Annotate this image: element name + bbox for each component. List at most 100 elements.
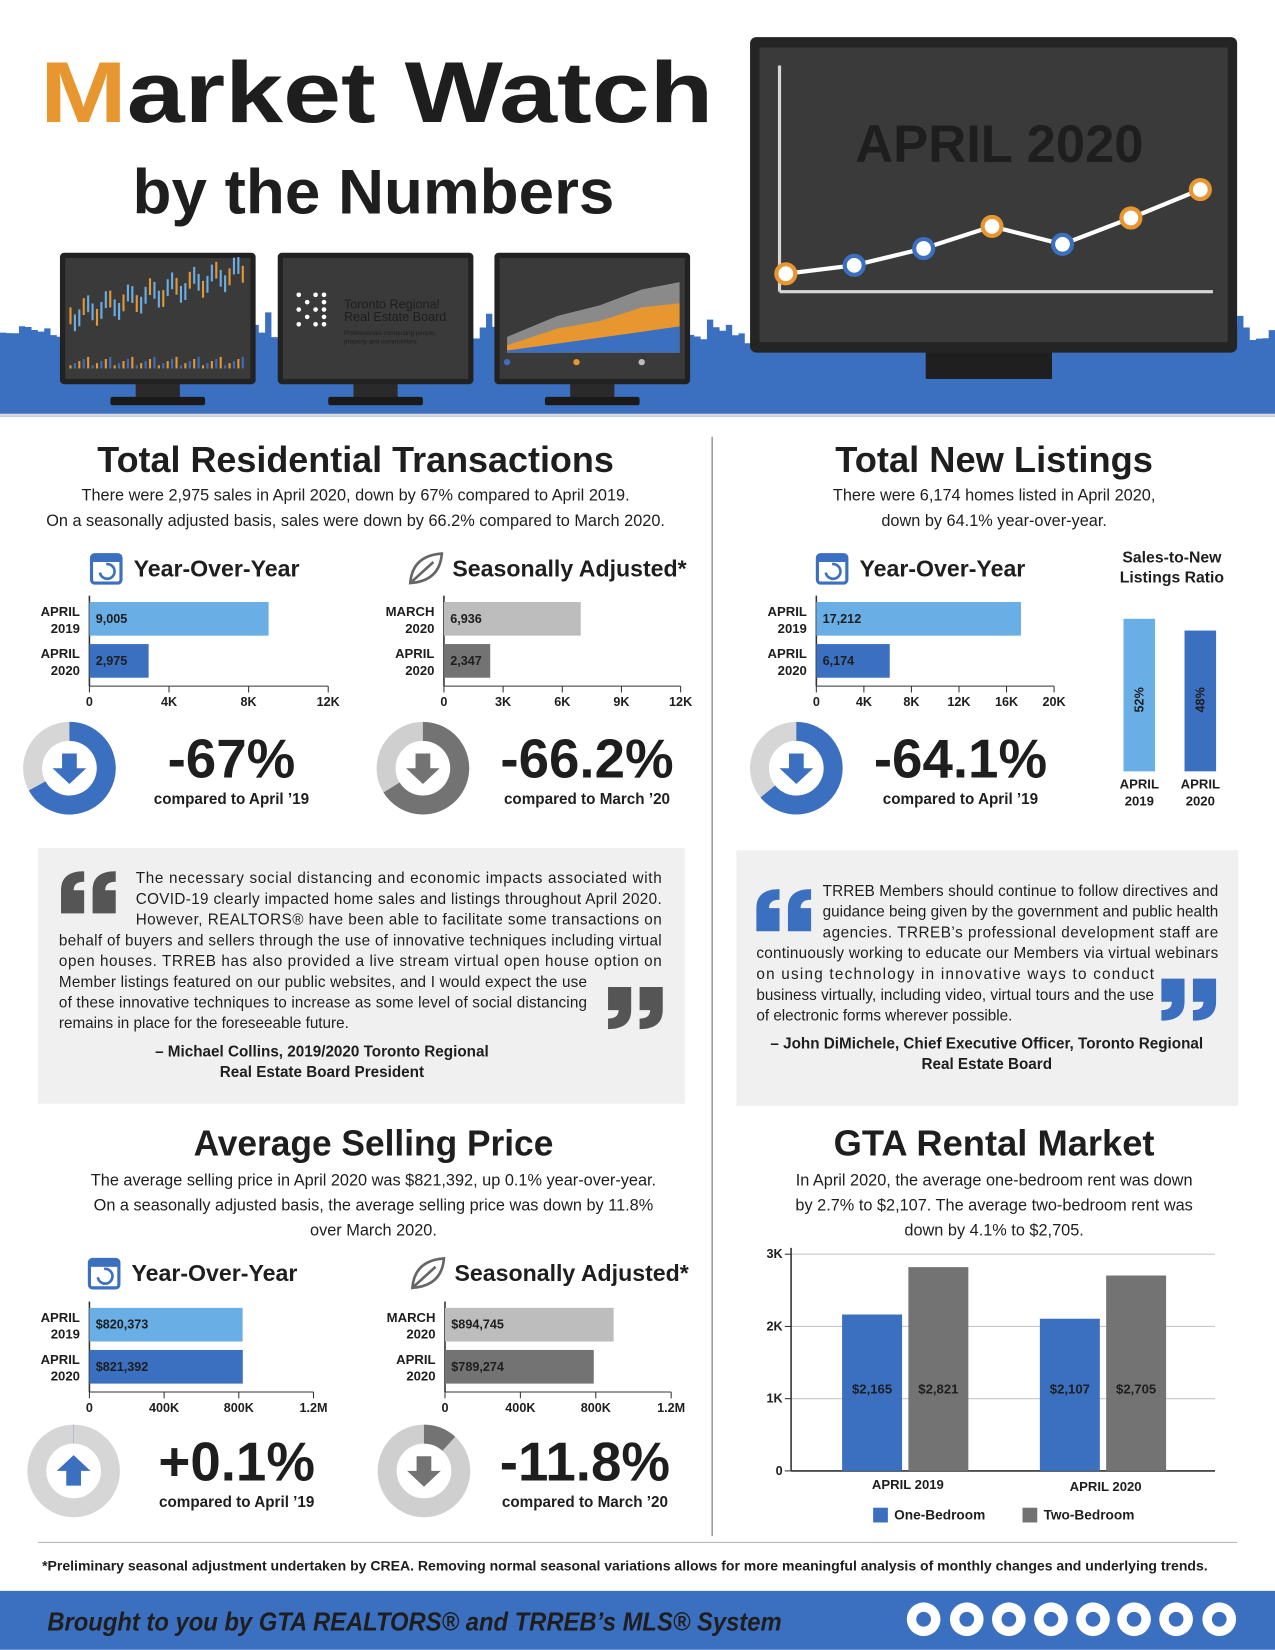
leaf-icon — [410, 1256, 446, 1290]
chart-title: Seasonally Adjusted* — [454, 1260, 688, 1286]
logo-dot — [304, 314, 310, 320]
logo-tagline: Professionals connecting people, — [344, 330, 437, 337]
quote-line: guidance being given by the government a… — [823, 904, 1219, 921]
banner-text: Brought to you by GTA REALTORS® and TRRE… — [47, 1606, 781, 1636]
direction-arrow — [52, 753, 87, 784]
category-label: APRIL 2019 — [872, 1477, 944, 1492]
value-label: 52% — [1132, 687, 1146, 712]
x-tick-label: 0 — [440, 695, 447, 709]
quote-attribution: Real Estate Board — [921, 1056, 1052, 1073]
quote-line: TRREB Members should continue to follow … — [823, 883, 1219, 900]
x-tick-label: 8K — [241, 695, 257, 709]
title-initial: M — [40, 45, 127, 141]
quote-attribution: Real Estate Board President — [220, 1064, 424, 1081]
category-label: 2020 — [778, 663, 807, 678]
quote-glyph — [639, 987, 663, 1030]
x-tick-label: 12K — [669, 695, 692, 709]
screen-point — [980, 214, 1004, 238]
quote-line: of these innovative techniques to increa… — [59, 994, 587, 1011]
section-description: On a seasonally adjusted basis, sales we… — [46, 512, 665, 530]
monitor-screen — [759, 47, 1228, 343]
x-tick-label: 0 — [813, 695, 820, 709]
bar — [444, 1349, 594, 1384]
section-description: down by 64.1% year-over-year. — [881, 512, 1107, 530]
logo-dot — [296, 321, 302, 327]
change-value: -67% — [168, 728, 296, 790]
logo-dot — [321, 292, 327, 298]
logo-name: Real Estate Board — [344, 310, 446, 324]
x-tick-label: 8K — [903, 695, 919, 709]
category-label: APRIL — [395, 646, 434, 661]
category-label: MARCH — [387, 1310, 436, 1325]
quote-glyph — [608, 987, 632, 1030]
legend-swatch — [873, 1507, 888, 1523]
social-icon-glyph — [916, 1611, 932, 1627]
direction-arrow — [407, 1456, 441, 1487]
quote-mark — [756, 889, 812, 932]
value-label: $2,821 — [918, 1381, 958, 1396]
category-label: APRIL 2020 — [1070, 1479, 1142, 1494]
quote-line: continuously working to educate our Memb… — [756, 945, 1218, 962]
monitor-screen — [282, 257, 469, 379]
change-caption: compared to April ’19 — [154, 791, 309, 808]
social-icon-glyph — [1126, 1611, 1142, 1627]
logo-dot — [321, 314, 327, 320]
x-tick-label: 800K — [224, 1401, 254, 1415]
legend-dot — [503, 358, 511, 366]
logo-dot — [321, 321, 327, 327]
category-label: APRIL — [767, 604, 806, 619]
x-tick-label: 0 — [441, 1401, 448, 1415]
category-label: APRIL — [41, 646, 80, 661]
x-tick-label: 3K — [495, 695, 511, 709]
change-caption: compared to April ’19 — [159, 1494, 314, 1511]
bar — [816, 601, 1021, 636]
x-tick-label: 20K — [1043, 695, 1066, 709]
bar — [443, 644, 491, 678]
chart-title: Seasonally Adjusted* — [452, 555, 686, 581]
quote-attribution: – Michael Collins, 2019/2020 Toronto Reg… — [155, 1044, 489, 1061]
logo-tagline: property and communities. — [344, 339, 418, 346]
calendar-icon — [817, 554, 847, 563]
x-tick-label: 4K — [161, 695, 177, 709]
screen-point — [842, 253, 866, 277]
x-tick-label: 0 — [86, 695, 93, 709]
logo-dot — [313, 292, 318, 298]
chart-title: Sales-to-New — [1122, 549, 1222, 566]
y-tick-label: 1K — [767, 1392, 783, 1406]
bar — [89, 1349, 243, 1384]
section-description: In April 2020, the average one-bedroom r… — [796, 1172, 1193, 1190]
category-label: 2019 — [51, 1327, 80, 1342]
bar — [443, 601, 581, 636]
area — [507, 326, 680, 353]
value-label: $821,392 — [96, 1360, 149, 1374]
quote-line: on using technology in innovative ways t… — [756, 966, 1154, 983]
date: APRIL 2020 — [855, 115, 1143, 174]
donut-arc — [423, 1424, 456, 1452]
quote-line: Member listings featured on our public w… — [59, 974, 587, 991]
social-icon-glyph — [1211, 1611, 1227, 1627]
chart-title: Listings Ratio — [1120, 569, 1225, 586]
value-label: $2,165 — [852, 1381, 892, 1396]
y-tick-label: 3K — [767, 1247, 783, 1261]
category-label: APRIL — [41, 604, 80, 619]
category-label: APRIL — [767, 646, 806, 661]
quote-glyph — [1192, 978, 1217, 1021]
leaf-icon — [408, 552, 444, 585]
quote-glyph — [787, 889, 812, 932]
calendar-icon — [91, 554, 121, 563]
bar — [444, 1307, 614, 1342]
logo-dot — [321, 299, 327, 305]
change-value: +0.1% — [158, 1430, 315, 1492]
bar — [1039, 1318, 1100, 1471]
x-tick-label: 16K — [995, 695, 1018, 709]
logo-dot — [313, 321, 318, 327]
quote-line: open houses. TRREB has also provided a l… — [59, 953, 662, 970]
x-tick-label: 12K — [947, 695, 970, 709]
subtitle: by the Numbers — [133, 158, 615, 228]
quote-line: COVID-19 clearly impacted home sales and… — [136, 891, 662, 908]
value-label: $2,705 — [1116, 1381, 1156, 1396]
x-tick-label: 6K — [554, 695, 570, 709]
legend-label: One-Bedroom — [894, 1508, 985, 1523]
quote-glyph — [756, 889, 780, 932]
